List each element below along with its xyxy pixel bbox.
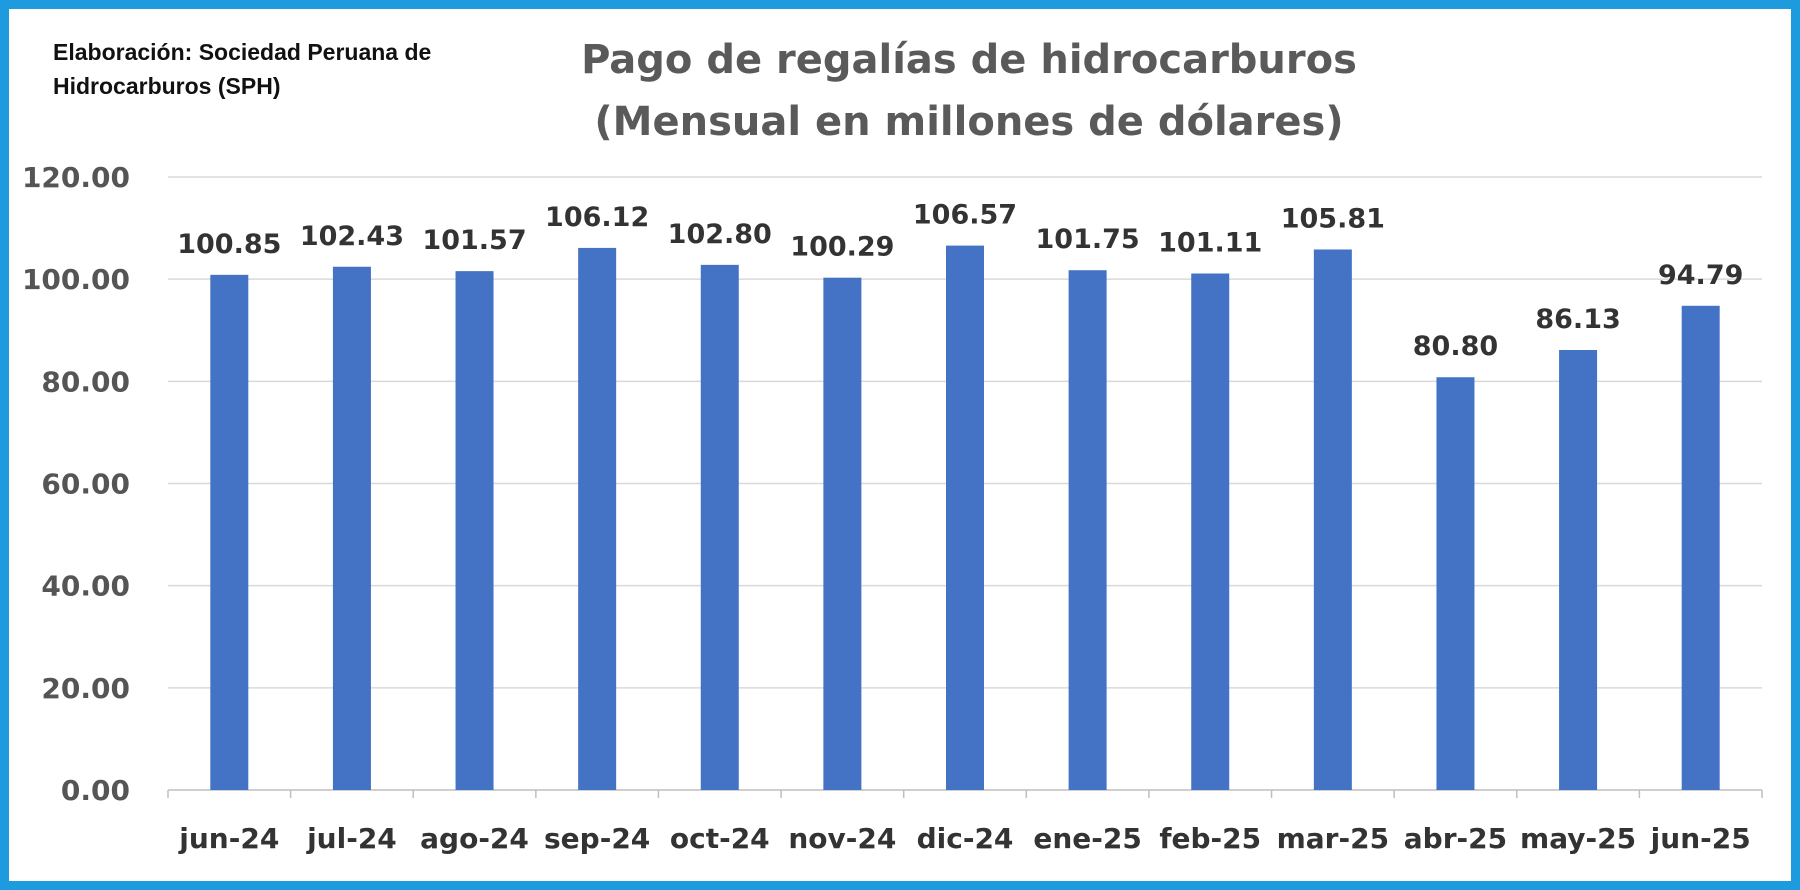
x-tick-label: jun-25 [1650, 822, 1751, 855]
data-label: 101.75 [1036, 224, 1140, 255]
data-label: 106.57 [913, 200, 1017, 231]
x-tick-label: jun-24 [178, 822, 279, 855]
x-tick-label: sep-24 [544, 822, 650, 855]
x-tick-label: ago-24 [420, 822, 529, 855]
data-label: 86.13 [1535, 304, 1620, 335]
bar [946, 245, 984, 790]
bar [1436, 377, 1475, 790]
x-tick-label: jul-24 [306, 822, 397, 855]
bar [1313, 249, 1352, 790]
x-tick-label: dic-24 [917, 822, 1014, 855]
data-label: 100.85 [177, 229, 281, 260]
data-label: 105.81 [1281, 203, 1385, 234]
x-tick-label: may-25 [1520, 822, 1636, 855]
x-tick-label: abr-25 [1404, 822, 1507, 855]
bar [700, 264, 739, 790]
bar [210, 274, 249, 790]
data-label: 80.80 [1413, 331, 1498, 362]
data-label: 100.29 [790, 232, 894, 263]
y-tick-label: 80.00 [41, 365, 130, 398]
data-label: 106.12 [545, 202, 649, 233]
y-tick-label: 120.00 [22, 161, 130, 194]
bar [1681, 305, 1720, 790]
data-label: 102.43 [300, 221, 404, 252]
data-label: 101.11 [1158, 227, 1262, 258]
bar [1068, 270, 1107, 791]
x-tick-label: mar-25 [1277, 822, 1389, 855]
x-tick-label: ene-25 [1033, 822, 1142, 855]
bar [455, 271, 494, 790]
data-label: 102.80 [668, 219, 772, 250]
y-tick-label: 40.00 [41, 570, 130, 603]
bar [578, 247, 617, 790]
bar [1191, 273, 1230, 790]
chart-title: Pago de regalías de hidrocarburos (Mensu… [529, 29, 1409, 153]
x-tick-label: nov-24 [788, 822, 896, 855]
credit-text: Elaboración: Sociedad Peruana de Hidroca… [53, 39, 432, 99]
bar [1559, 350, 1598, 790]
x-tick-label: feb-25 [1159, 822, 1261, 855]
y-tick-label: 0.00 [61, 774, 130, 807]
y-tick-label: 20.00 [41, 672, 130, 705]
bar [332, 266, 371, 790]
chart-title-line-1: Pago de regalías de hidrocarburos [581, 37, 1357, 83]
chart-title-line-2: (Mensual en millones de dólares) [594, 99, 1344, 145]
y-tick-label: 60.00 [41, 468, 130, 501]
y-tick-label: 100.00 [22, 263, 130, 296]
x-tick-label: oct-24 [670, 822, 770, 855]
data-label: 94.79 [1658, 260, 1743, 291]
bar [823, 277, 862, 790]
data-label: 101.57 [422, 225, 526, 256]
